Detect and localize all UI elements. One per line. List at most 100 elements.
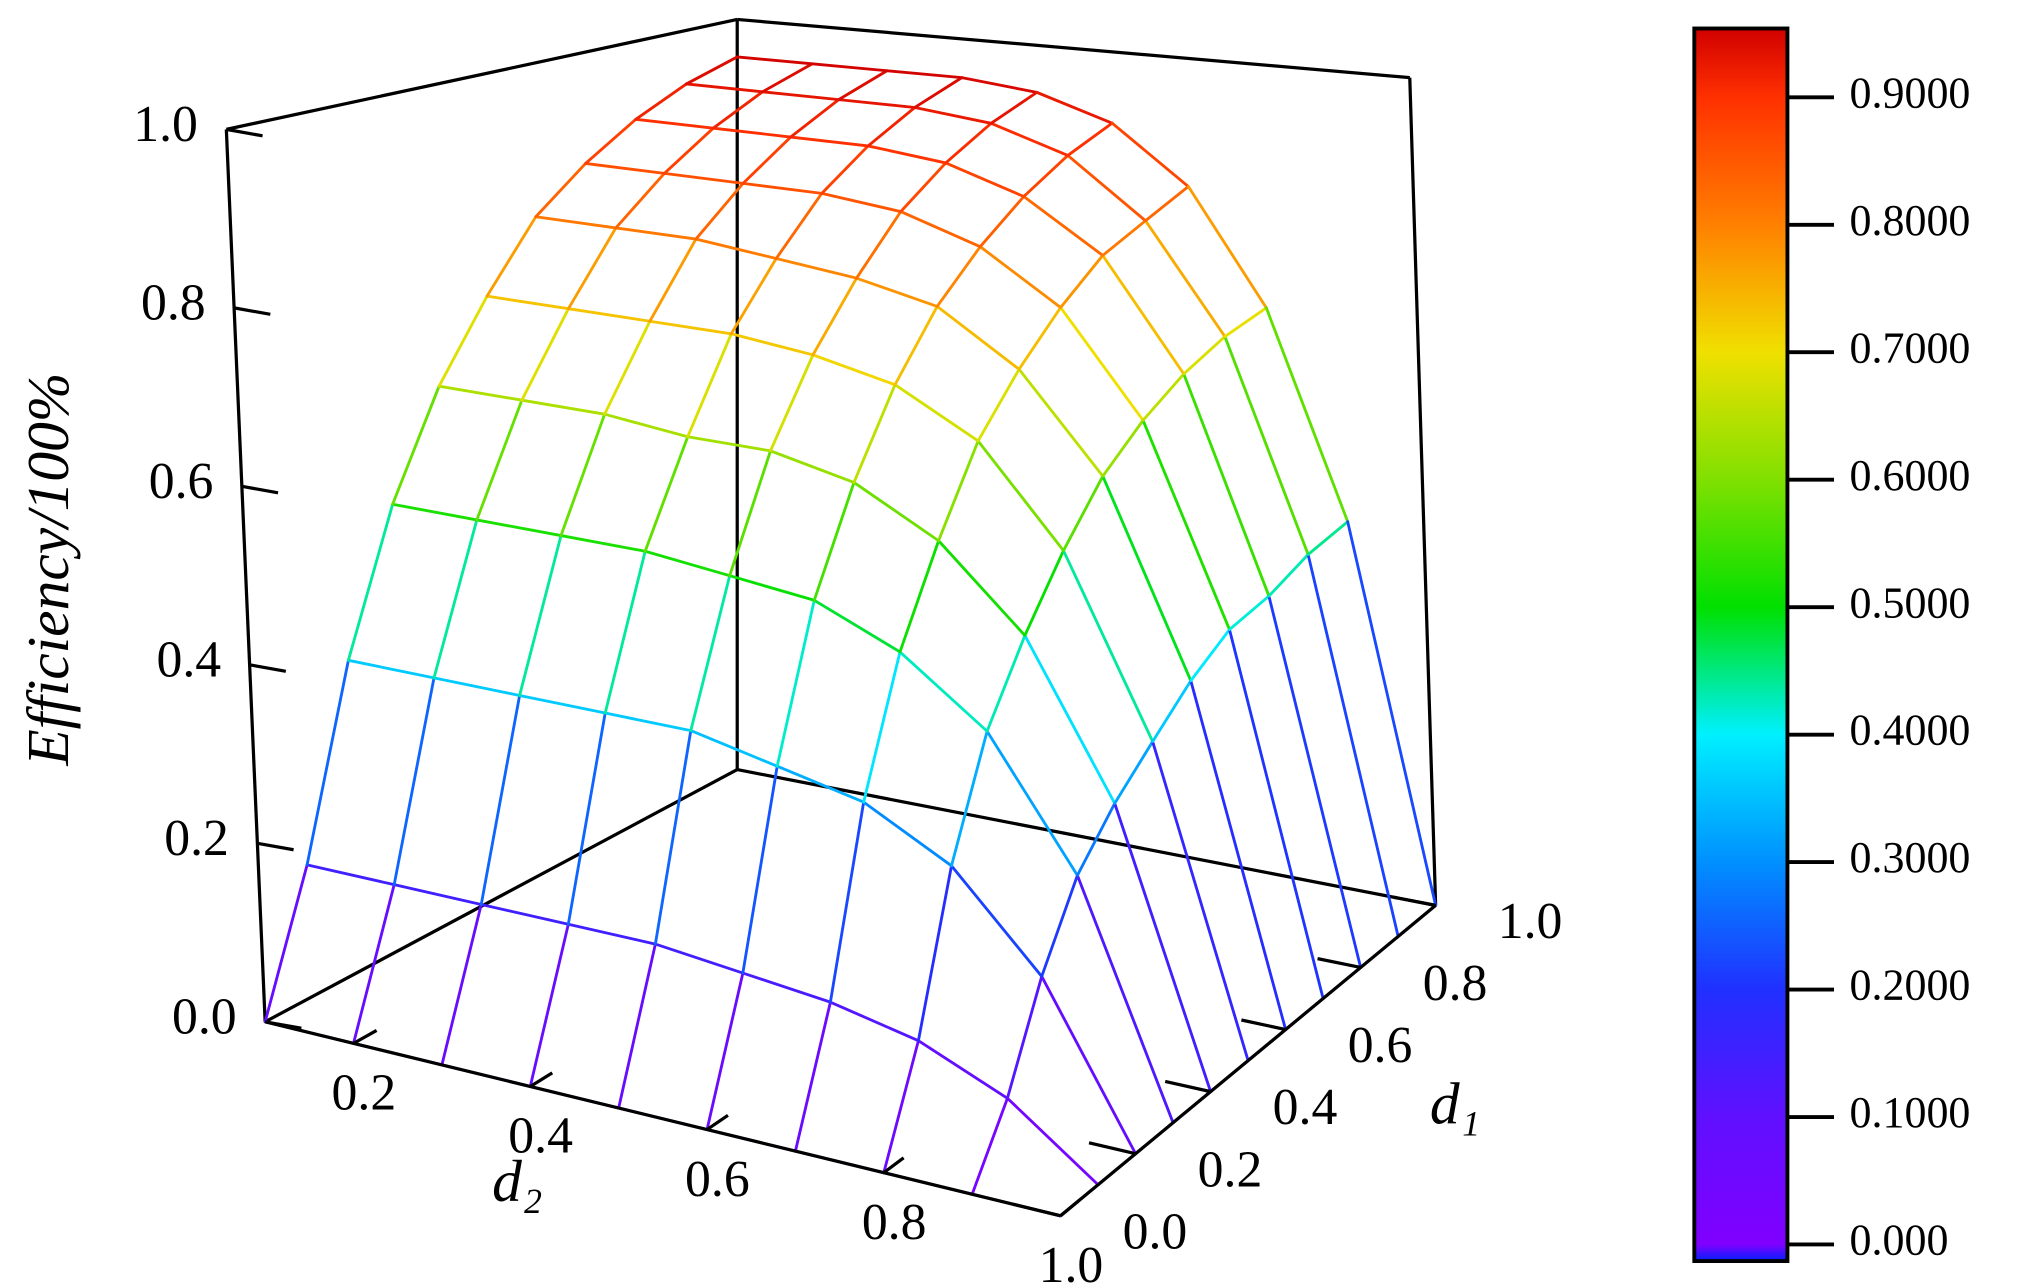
surface-line xyxy=(475,398,524,522)
surface-line xyxy=(1264,306,1350,524)
surface-line xyxy=(1023,634,1117,805)
surface-line xyxy=(686,332,733,439)
surface-line xyxy=(1101,418,1145,478)
box-edge xyxy=(225,17,738,131)
box-edge xyxy=(224,129,267,1022)
z-axis-label: Efficiency/100% xyxy=(15,373,81,767)
box-edge xyxy=(1408,77,1438,906)
surface-line xyxy=(935,305,1021,371)
surface-line xyxy=(882,1039,920,1175)
z-tick xyxy=(233,306,271,316)
surface-line xyxy=(603,549,647,715)
colorbar xyxy=(1692,26,1790,1264)
surface-line xyxy=(1306,553,1400,938)
x-tick xyxy=(352,1029,378,1045)
surface-line xyxy=(1023,549,1065,637)
surface-line xyxy=(1040,873,1079,978)
surface-line xyxy=(559,534,647,553)
colorbar-tick-label: 0.1000 xyxy=(1850,1088,1971,1137)
box-edge xyxy=(264,1020,1061,1218)
surface-line xyxy=(960,76,1039,94)
surface-line xyxy=(346,658,436,680)
colorbar-tick-label: 0.5000 xyxy=(1850,578,1971,627)
surface-line xyxy=(978,245,1063,309)
y-tick-label: 1.0 xyxy=(1498,893,1563,950)
surface-line xyxy=(485,215,538,298)
surface-line xyxy=(475,518,563,537)
y-axis-label: d₁ xyxy=(1430,1070,1480,1136)
surface-line xyxy=(728,449,772,578)
surface-line xyxy=(976,367,1021,443)
surface-line xyxy=(1017,306,1063,371)
surface-line xyxy=(852,383,897,484)
surface-line xyxy=(1189,628,1231,683)
surface-line xyxy=(1075,873,1175,1125)
surface-line xyxy=(741,181,824,195)
surface-line xyxy=(534,215,618,230)
surface-line xyxy=(916,1039,1009,1100)
surface-line xyxy=(305,658,350,867)
surface-line xyxy=(741,135,793,185)
y-tick-label: 0.2 xyxy=(1198,1141,1263,1198)
surface-line xyxy=(1182,335,1227,376)
surface-line xyxy=(1006,974,1044,1100)
surface-line xyxy=(684,55,739,86)
surface-line xyxy=(689,574,732,733)
colorbar-tick-label: 0.9000 xyxy=(1850,68,1971,117)
surface-line xyxy=(862,650,902,804)
surface-line xyxy=(978,195,1026,249)
surface-line xyxy=(1101,474,1193,683)
surface-line xyxy=(1223,306,1268,339)
surface-line xyxy=(937,539,1027,637)
surface-line xyxy=(705,971,745,1131)
surface-line xyxy=(392,676,436,887)
surface-line xyxy=(885,69,964,80)
surface-line xyxy=(1040,974,1137,1156)
surface-line xyxy=(950,864,1044,978)
colorbar-tick-label: 0.7000 xyxy=(1850,323,1971,372)
y-tick-label: 0.0 xyxy=(1123,1203,1188,1260)
colorbar-tick-label: 0.4000 xyxy=(1850,706,1971,755)
surface-line xyxy=(643,549,732,578)
surface-line xyxy=(1223,335,1310,556)
surface-line xyxy=(985,634,1027,733)
box-edge xyxy=(736,767,1436,907)
surface-line xyxy=(855,210,903,280)
surface-line xyxy=(976,439,1065,552)
surface-line xyxy=(774,191,824,260)
surface-line xyxy=(1228,594,1271,631)
surface-line xyxy=(1017,367,1105,478)
surface-line xyxy=(1006,1096,1100,1187)
surface-line xyxy=(774,257,858,280)
surface-line xyxy=(1075,801,1117,877)
surface-line xyxy=(985,729,1079,877)
surface-line xyxy=(584,117,638,165)
surface-line xyxy=(944,161,1026,198)
surface-line xyxy=(518,694,607,715)
surface-line xyxy=(566,711,607,926)
y-tick xyxy=(1088,1141,1136,1156)
surface-line xyxy=(950,729,989,868)
surface-line xyxy=(935,245,982,308)
surface-line xyxy=(1151,740,1250,1063)
colorbar-tick-label: 0.2000 xyxy=(1850,961,1971,1010)
surface-line xyxy=(893,383,980,443)
surface-line xyxy=(729,332,815,357)
surface-line xyxy=(1062,549,1155,743)
surface-line xyxy=(729,257,778,336)
surface-line xyxy=(634,82,688,121)
surface-line xyxy=(686,435,772,453)
surface-line xyxy=(662,171,745,185)
surface-line xyxy=(534,161,588,219)
surface-line xyxy=(643,435,690,553)
surface-line xyxy=(741,764,779,975)
surface-line xyxy=(440,903,483,1067)
y-tick-label: 0.6 xyxy=(1348,1017,1413,1074)
x-tick xyxy=(706,1114,729,1131)
surface-line xyxy=(584,161,666,175)
surface-line xyxy=(741,971,832,1004)
surface-line xyxy=(1151,679,1193,743)
z-tick-label: 0.0 xyxy=(172,989,237,1046)
surface-line xyxy=(391,384,441,506)
